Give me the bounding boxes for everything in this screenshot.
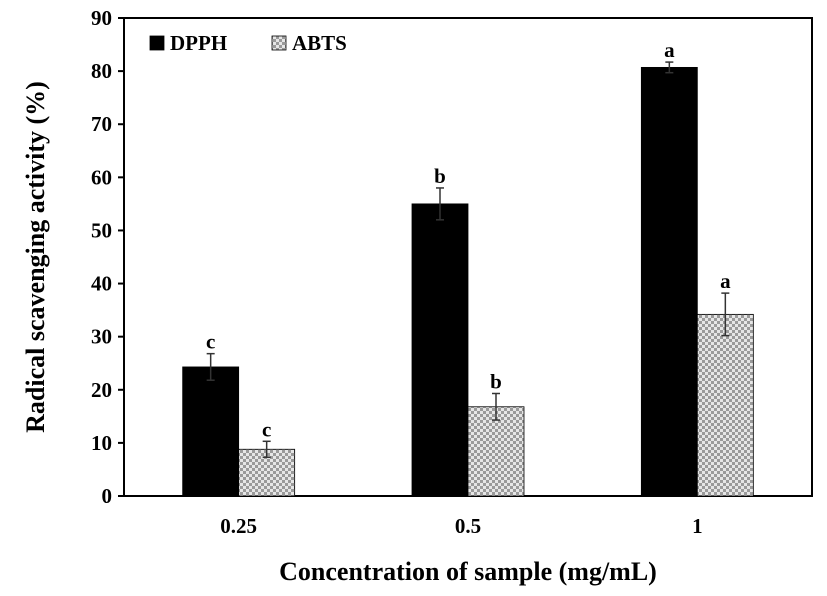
y-axis: 0 10 20 30 40 50 60 70 80 90 <box>91 6 124 508</box>
y-tick-label: 80 <box>91 59 112 83</box>
significance-label: a <box>664 38 675 62</box>
y-tick-label: 30 <box>91 325 112 349</box>
legend: DPPH ABTS <box>149 31 347 55</box>
x-tick-label: 0.25 <box>220 514 257 538</box>
significance-label: c <box>206 330 215 354</box>
bars-group: c c b b a a <box>182 38 754 497</box>
bar-abts <box>467 406 525 497</box>
x-tick-label: 1 <box>692 514 703 538</box>
bar-dpph <box>411 203 469 497</box>
significance-label: c <box>262 417 271 441</box>
significance-label: b <box>490 369 502 393</box>
x-axis: 0.25 0.5 1 <box>220 514 702 538</box>
bar-abts <box>696 313 754 497</box>
y-tick-label: 20 <box>91 378 112 402</box>
y-axis-title: Radical scavenging activity (%) <box>21 81 50 433</box>
y-tick-label: 50 <box>91 218 112 242</box>
y-tick-label: 10 <box>91 431 112 455</box>
legend-swatch-abts <box>271 35 287 51</box>
legend-label-dpph: DPPH <box>170 31 227 55</box>
legend-swatch-dpph <box>149 35 165 51</box>
bar-dpph <box>182 366 240 497</box>
y-tick-label: 60 <box>91 165 112 189</box>
y-tick-label: 90 <box>91 6 112 30</box>
x-tick-label: 0.5 <box>455 514 481 538</box>
x-axis-title: Concentration of sample (mg/mL) <box>279 557 657 586</box>
y-tick-label: 70 <box>91 112 112 136</box>
y-tick-label: 40 <box>91 272 112 296</box>
significance-label: b <box>434 164 446 188</box>
y-tick-label: 0 <box>102 484 113 508</box>
legend-label-abts: ABTS <box>292 31 347 55</box>
significance-label: a <box>720 269 731 293</box>
bar-dpph <box>640 66 698 497</box>
